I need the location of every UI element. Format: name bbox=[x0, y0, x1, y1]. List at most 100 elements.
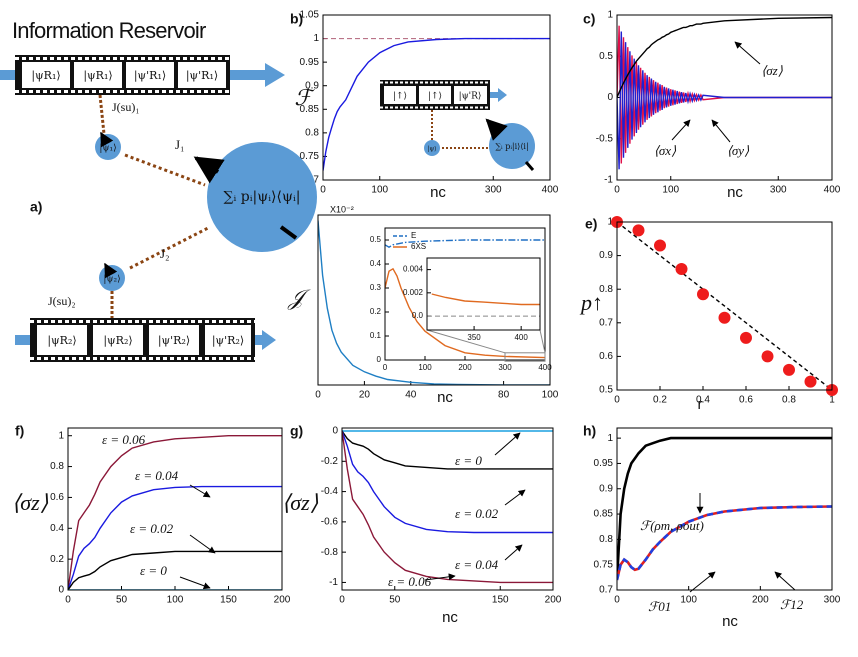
x-tick-label: 50 bbox=[389, 595, 401, 606]
series-line bbox=[323, 37, 550, 171]
y-tick-label: 0.5 bbox=[599, 385, 613, 396]
plot-area bbox=[617, 16, 832, 170]
arrow bbox=[189, 484, 211, 498]
y-tick-label: -0.8 bbox=[321, 547, 339, 558]
x-tick-label: 0 bbox=[614, 395, 620, 406]
y-scale-label: X10⁻² bbox=[330, 204, 354, 214]
arrow bbox=[189, 534, 216, 554]
plot-frame bbox=[426, 257, 541, 331]
y-axis-label: 𝒥 bbox=[287, 285, 311, 310]
y-tick-label: 0.85 bbox=[594, 509, 614, 520]
y-axis-label: ⟨σz⟩ bbox=[12, 490, 49, 515]
plot-frame bbox=[616, 427, 833, 591]
plot-area bbox=[431, 293, 540, 306]
cell bbox=[384, 86, 416, 104]
y-tick-label: 0.95 bbox=[594, 458, 614, 469]
y-tick-label: 0.9 bbox=[305, 80, 319, 91]
plot-frame bbox=[322, 14, 551, 181]
plot-area bbox=[617, 222, 832, 390]
y-tick-label: 0.7 bbox=[599, 585, 613, 596]
arrow bbox=[504, 544, 523, 561]
y-tick-label: 1 bbox=[607, 10, 613, 21]
plot-area bbox=[68, 435, 282, 590]
x-tick-label: 350 bbox=[467, 333, 481, 342]
spin bbox=[100, 131, 114, 148]
cell-label: |ψ'R₁⟩ bbox=[186, 69, 218, 83]
y-tick-label: 0.75 bbox=[594, 559, 614, 570]
y-tick-label: 0.95 bbox=[300, 57, 320, 68]
arrow bbox=[504, 489, 526, 506]
spin bbox=[524, 161, 535, 171]
cell bbox=[22, 62, 70, 88]
x-tick-label: 80 bbox=[498, 390, 510, 401]
y-tick-label: 0.8 bbox=[305, 127, 319, 138]
x-tick-label: 0 bbox=[383, 363, 388, 372]
x-tick-label: 100 bbox=[371, 185, 388, 196]
x-tick-label: 400 bbox=[514, 333, 528, 342]
tape-arrow bbox=[15, 335, 30, 345]
tape-arrow bbox=[490, 88, 507, 102]
system-label: ∑ᵢ pᵢ|i⟩⟨i| bbox=[495, 142, 528, 151]
plot-area bbox=[318, 220, 550, 385]
zoom-line bbox=[539, 329, 546, 353]
y-tick-label: -1 bbox=[604, 175, 613, 186]
y-axis-label: ℱ bbox=[294, 85, 315, 110]
series-label: ε = 0 bbox=[140, 563, 167, 578]
system-label: ∑ᵢ pᵢ|ψᵢ⟩⟨ψᵢ| bbox=[224, 189, 301, 205]
cell bbox=[205, 325, 251, 355]
y-tick-label: 0.8 bbox=[50, 461, 64, 472]
spin bbox=[279, 225, 298, 240]
y-tick-label: 1.05 bbox=[300, 10, 320, 21]
qubit-label: |ψ₂⟩ bbox=[103, 275, 120, 285]
series-line bbox=[617, 436, 832, 580]
x-tick-label: 300 bbox=[485, 185, 502, 196]
series-label: ⟨σy⟩ bbox=[727, 143, 749, 158]
arrow bbox=[774, 571, 796, 591]
cell-label: |ψR₁⟩ bbox=[31, 69, 60, 83]
y-tick-label: 0.2 bbox=[370, 307, 382, 316]
y-tick-label: 0.3 bbox=[370, 283, 382, 292]
x-tick-label: 40 bbox=[405, 390, 417, 401]
x-tick-label: 0.6 bbox=[739, 395, 753, 406]
x-tick-label: 0 bbox=[614, 595, 620, 606]
series-label: ε = 0.04 bbox=[135, 468, 179, 483]
series-label: ε = 0 bbox=[455, 453, 482, 468]
x-tick-label: 400 bbox=[542, 185, 559, 196]
y-tick-label: 0.5 bbox=[370, 235, 382, 244]
y-tick-label: 0.9 bbox=[599, 250, 613, 261]
diagrams: Information Reservoir |ψR₁⟩ |ψR₁⟩ |ψ'R₁⟩… bbox=[0, 18, 535, 362]
plot-frame bbox=[384, 227, 546, 361]
series-line bbox=[342, 430, 553, 470]
spin bbox=[485, 118, 508, 141]
panel-label: h) bbox=[583, 423, 596, 439]
series-label: ε = 0.02 bbox=[455, 506, 499, 521]
series-line bbox=[342, 430, 553, 534]
series-line bbox=[342, 430, 553, 584]
j-label: J₁ bbox=[175, 137, 185, 152]
x-tick-label: 0.4 bbox=[696, 395, 710, 406]
x-tick-label: 0 bbox=[315, 390, 321, 401]
x-tick-label: 150 bbox=[220, 595, 237, 606]
y-tick-label: 1 bbox=[607, 433, 613, 444]
series-label: ε = 0.02 bbox=[130, 521, 174, 536]
qubit bbox=[424, 140, 440, 156]
y-tick-label: 0.004 bbox=[403, 265, 424, 274]
j-label: J₂ bbox=[160, 246, 170, 261]
point bbox=[718, 311, 731, 324]
qubit-label: |ψ⟩ bbox=[427, 146, 436, 153]
cell-label: |ψ'R⟩ bbox=[459, 92, 482, 102]
series-line bbox=[68, 435, 282, 590]
cell-label: |ψR₁⟩ bbox=[83, 69, 112, 83]
tape-arrow bbox=[255, 330, 276, 350]
x-tick-label: 0 bbox=[65, 595, 71, 606]
x-axis-label: nc bbox=[430, 184, 446, 201]
zoom-box bbox=[504, 352, 546, 362]
panel-label: e) bbox=[585, 216, 597, 232]
panel-label: c) bbox=[583, 11, 595, 27]
point bbox=[675, 263, 688, 276]
y-tick-label: 0.8 bbox=[599, 284, 613, 295]
series-line bbox=[385, 239, 545, 249]
x-tick-label: 100 bbox=[662, 185, 679, 196]
legend-label: 6XS bbox=[411, 242, 426, 251]
